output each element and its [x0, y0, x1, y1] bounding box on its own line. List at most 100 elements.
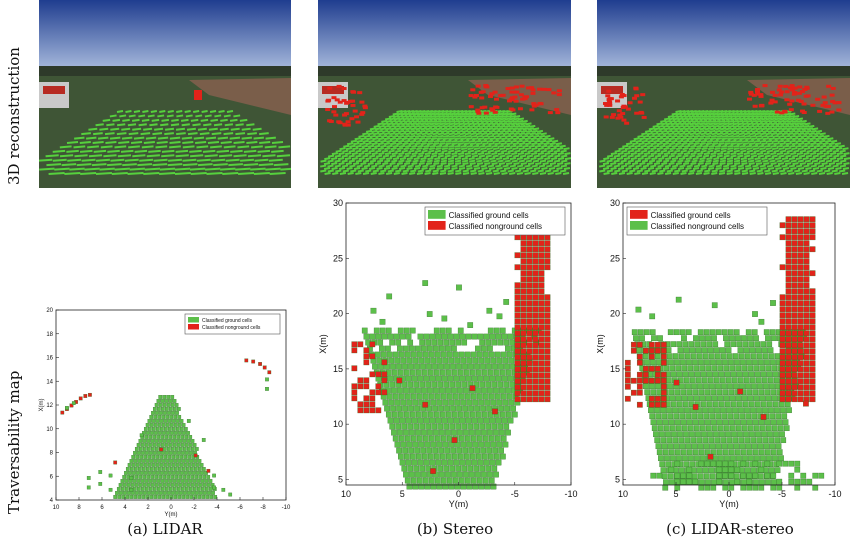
ground-cell [195, 491, 199, 495]
ground-cell [690, 353, 697, 360]
ground-cell [170, 475, 175, 479]
ground-cell [195, 463, 200, 467]
nonground-cell [809, 378, 816, 385]
ground-cell [765, 425, 772, 432]
ground-cell [505, 429, 511, 436]
ground-cell [503, 339, 510, 346]
ground-cell [698, 419, 705, 426]
ground-cell [764, 359, 770, 366]
ground-cell [466, 483, 473, 490]
ground-cell [699, 479, 705, 486]
ground-cell [777, 425, 784, 432]
ground-cell [166, 447, 171, 451]
ground-cell [505, 345, 511, 352]
ground-cell [160, 399, 165, 403]
ground-cell [680, 449, 687, 456]
ground-cell [667, 329, 674, 336]
ground-cell [685, 413, 692, 420]
ground-cell [654, 437, 661, 444]
ground-cell [447, 333, 454, 340]
ground-cell [692, 359, 698, 366]
nonground-cell [692, 404, 699, 410]
nonground-cell [803, 360, 810, 367]
ground-cell [690, 437, 697, 444]
ground-cell [481, 471, 487, 478]
ground-cell [168, 443, 173, 447]
ground-cell [701, 431, 707, 438]
ground-cell [720, 353, 727, 360]
ground-cell [146, 439, 151, 443]
ground-cell [794, 478, 801, 485]
nonground-cell [538, 384, 545, 391]
photo-stereo [318, 0, 571, 188]
ground-cell [487, 411, 494, 418]
ground-cell [450, 363, 456, 370]
ground-cell [182, 439, 187, 443]
ground-cell [204, 471, 208, 475]
nonground-cell [809, 300, 816, 307]
nonground-cell [244, 358, 249, 363]
ground-cell [494, 453, 500, 460]
ground-cell [766, 455, 772, 462]
ground-cell [764, 419, 771, 426]
ground-cell [165, 459, 170, 463]
ground-cell [155, 455, 160, 459]
ground-cell [760, 401, 767, 408]
ground-cell [726, 353, 733, 360]
vehicle [318, 82, 348, 108]
nonground-cell [520, 348, 527, 355]
ground-cell [495, 375, 502, 382]
ground-cell [458, 351, 465, 358]
nonground-cell [809, 270, 816, 277]
ground-cell [152, 479, 157, 483]
ground-cell [655, 443, 662, 450]
ground-cell [774, 437, 781, 444]
ground-cell [482, 453, 488, 460]
nonground-cell [520, 258, 527, 265]
ground-cell [162, 483, 167, 487]
ground-cell [698, 484, 705, 491]
nonground-cell [544, 294, 551, 301]
ground-cell [446, 351, 453, 358]
legend-swatch [188, 324, 199, 330]
ground-cell [154, 483, 159, 487]
ground-cell [676, 341, 683, 348]
ground-cell [203, 491, 207, 495]
ground-cell [510, 405, 516, 412]
nonground-cell [532, 264, 539, 271]
ground-cell [428, 393, 435, 400]
ground-cell [202, 483, 207, 487]
ground-cell [176, 479, 181, 483]
ground-cell [208, 479, 213, 483]
y-tick-label: 10 [333, 419, 343, 429]
nonground-cell [532, 318, 539, 325]
ground-cell [171, 463, 176, 467]
ground-cell [771, 365, 778, 372]
ground-cell [186, 419, 191, 423]
ground-cell [158, 403, 163, 407]
nonground-cell [363, 383, 370, 390]
ground-cell [434, 351, 441, 358]
ground-cell [705, 335, 711, 342]
ground-cell [769, 383, 775, 390]
ground-cell [193, 459, 198, 463]
ground-cell [673, 329, 680, 336]
ground-cell [664, 455, 670, 462]
nonground-cell [469, 385, 476, 392]
ground-cell [770, 389, 777, 396]
ground-cell [481, 369, 488, 376]
ground-cell [661, 443, 668, 450]
nonground-cell [532, 300, 539, 307]
ground-cell [688, 371, 695, 378]
ground-cell [765, 479, 771, 486]
nonground-cell [532, 234, 539, 241]
ground-cell [675, 425, 682, 432]
ground-cell [389, 339, 396, 346]
ground-cell [481, 429, 487, 436]
ground-cell [403, 429, 409, 436]
ground-cell [466, 399, 473, 406]
ground-cell [461, 465, 468, 472]
ground-cell [497, 339, 504, 346]
ground-cell [739, 413, 746, 420]
ground-cell [657, 335, 663, 342]
